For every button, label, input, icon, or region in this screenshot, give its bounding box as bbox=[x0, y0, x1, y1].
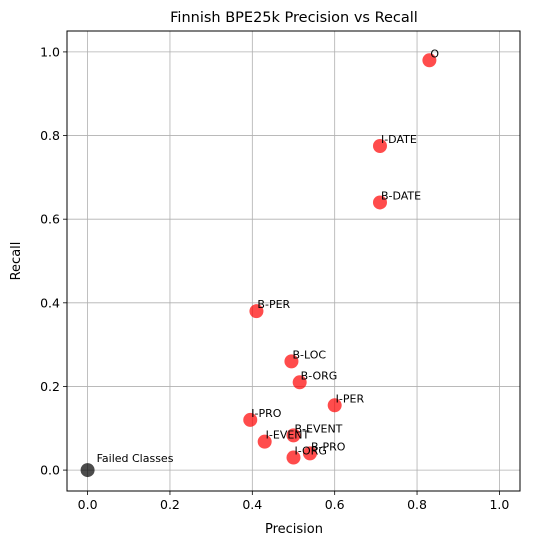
data-point bbox=[286, 450, 301, 465]
data-point bbox=[284, 354, 299, 369]
failed-point-label: Failed Classes bbox=[97, 452, 174, 465]
data-point bbox=[243, 412, 258, 427]
data-point bbox=[292, 375, 307, 390]
x-axis-ticks: 0.0 0.2 0.4 0.6 0.8 1.0 bbox=[78, 491, 509, 512]
point-label: B-PER bbox=[257, 298, 290, 311]
data-point bbox=[257, 434, 272, 449]
x-tick-label: 1.0 bbox=[489, 497, 509, 512]
point-label: B-LOC bbox=[292, 348, 326, 361]
data-point bbox=[249, 304, 264, 319]
point-label: B-ORG bbox=[301, 369, 338, 382]
x-tick-label: 0.2 bbox=[160, 497, 180, 512]
point-label: I-PER bbox=[336, 392, 365, 405]
point-label: B-PRO bbox=[311, 440, 346, 453]
y-tick-label: 0.0 bbox=[40, 463, 60, 478]
y-tick-label: 0.6 bbox=[40, 212, 60, 227]
data-point bbox=[372, 195, 387, 210]
data-point bbox=[327, 398, 342, 413]
y-tick-label: 0.8 bbox=[40, 128, 60, 143]
x-axis-label: Precision bbox=[265, 522, 323, 537]
data-points: O I-DATE B-DATE B-PER B-LOC B-ORG I-PER I-PRO B-… bbox=[80, 47, 439, 478]
data-point bbox=[422, 53, 437, 68]
data-point bbox=[372, 139, 387, 153]
y-tick-label: 0.2 bbox=[40, 379, 60, 394]
point-label: O bbox=[430, 47, 439, 60]
point-label: I-DATE bbox=[381, 133, 417, 146]
grid-lines bbox=[67, 31, 520, 491]
x-tick-label: 0.8 bbox=[407, 497, 427, 512]
x-tick-label: 0.6 bbox=[325, 497, 345, 512]
data-point bbox=[286, 428, 301, 443]
point-label: B-EVENT bbox=[295, 422, 343, 435]
y-tick-label: 1.0 bbox=[40, 44, 60, 59]
failed-point bbox=[80, 463, 95, 478]
data-point bbox=[302, 446, 317, 461]
point-label: I-EVENT bbox=[266, 429, 310, 442]
point-label: I-PRO bbox=[251, 407, 281, 420]
point-label: I-ORG bbox=[295, 445, 327, 458]
x-tick-label: 0.0 bbox=[78, 497, 98, 512]
chart-title: Finnish BPE25k Precision vs Recall bbox=[170, 10, 418, 26]
y-axis-label: Recall bbox=[9, 242, 24, 281]
x-tick-label: 0.4 bbox=[242, 497, 262, 512]
plot-frame bbox=[66, 30, 521, 492]
y-axis-ticks: 0.0 0.2 0.4 0.6 0.8 1.0 bbox=[40, 44, 67, 478]
y-tick-label: 0.4 bbox=[40, 295, 60, 310]
point-label: B-DATE bbox=[381, 189, 421, 202]
